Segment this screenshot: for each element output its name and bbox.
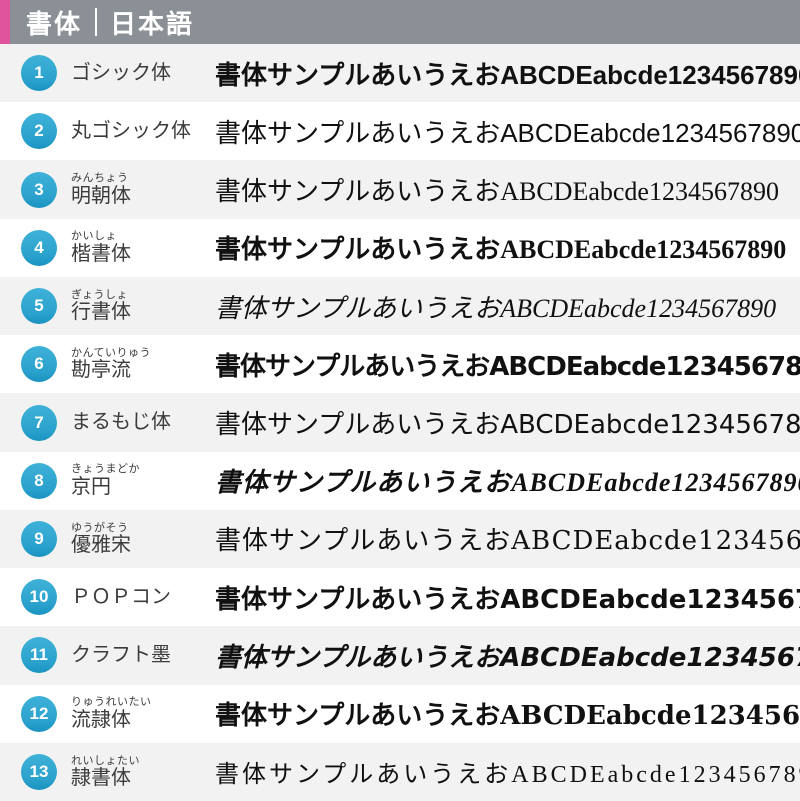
font-name-block: れいしょたい 隷書体 — [71, 755, 215, 790]
font-sample-text: 書体サンプルあいうえおABCDEabcde1234567890 — [215, 293, 777, 323]
font-row: 12 りゅうれいたい 流隷体 書体サンプルあいうえおABCDEabcde1234… — [0, 684, 800, 743]
row-number: 8 — [34, 470, 44, 490]
font-row: 6 かんていりゅう 勘亭流 書体サンプルあいうえおABCDEabcde12345… — [0, 335, 800, 394]
font-row: 10 ＰＯＰコン 書体サンプルあいうえおABCDEabcde1234567890 — [0, 568, 800, 627]
furigana-label: れいしょたい — [71, 754, 140, 767]
font-sample-text: 書体サンプルあいうえおABCDEabcde1234567890 — [215, 410, 800, 441]
row-number: 3 — [34, 179, 44, 199]
font-row: 8 きょうまどか 京円 書体サンプルあいうえおABCDEabcde1234567… — [0, 451, 800, 510]
font-sample-text: 書体サンプルあいうえおABCDEabcde1234567890 — [215, 59, 800, 90]
font-sample-text: 書体サンプルあいうえおABCDEabcde1234567890 — [215, 762, 800, 789]
row-number-badge: 12 — [21, 695, 57, 732]
font-row: 5 ぎょうしょ 行書体 書体サンプルあいうえおABCDEabcde1234567… — [0, 276, 800, 336]
font-name-label: 丸ゴシック体 — [71, 120, 191, 143]
font-row: 4 かいしょ 楷書体 書体サンプルあいうえおABCDEabcde12345678… — [0, 218, 800, 277]
furigana-label: りゅうれいたい — [71, 696, 152, 709]
font-row: 9 ゆうがそう 優雅宋 書体サンプルあいうえおABCDEabcde1234567… — [0, 509, 800, 569]
row-number: 11 — [30, 645, 48, 665]
row-number-badge: 9 — [21, 520, 57, 557]
font-sample-text: 書体サンプルあいうえおABCDEabcde1234567890 — [215, 177, 779, 207]
header: 書体 日本語 — [0, 0, 800, 44]
font-name-label: 隷書体 — [71, 766, 131, 789]
font-name-label: 優雅宋 — [71, 533, 131, 556]
row-number: 10 — [29, 587, 49, 607]
font-sample-text: 書体サンプルあいうえおABCDEabcde1234567890 — [215, 351, 800, 382]
font-row: 3 みんちょう 明朝体 書体サンプルあいうえおABCDEabcde1234567… — [0, 160, 800, 219]
row-number: 2 — [34, 121, 44, 141]
font-name-block: きょうまどか 京円 — [71, 463, 215, 498]
font-name-block: クラフト墨 — [71, 644, 215, 666]
font-name-label: 京円 — [71, 475, 111, 498]
furigana-label: かんていりゅう — [71, 346, 151, 359]
furigana-label: かいしょ — [71, 230, 117, 243]
font-sample-text: 書体サンプルあいうえおABCDEabcde1234567890 — [215, 701, 800, 732]
font-sample-text: 書体サンプルあいうえおABCDEabcde1234567890 — [215, 235, 787, 265]
font-list: 1 ゴシック体 書体サンプルあいうえおABCDEabcde1234567890 … — [0, 44, 800, 801]
row-number: 12 — [29, 703, 49, 723]
furigana-label: みんちょう — [71, 172, 129, 185]
font-row: 13 れいしょたい 隷書体 書体サンプルあいうえおABCDEabcde12345… — [0, 742, 800, 801]
row-number: 7 — [34, 412, 44, 432]
font-name-label: まるもじ体 — [71, 411, 171, 434]
row-number-badge: 1 — [21, 55, 57, 92]
font-name-label: 勘亭流 — [71, 359, 131, 382]
font-sample-text: 書体サンプルあいうえおABCDEabcde1234567890 — [215, 584, 800, 615]
font-name-block: ゴシック体 — [71, 62, 215, 84]
row-number-badge: 11 — [21, 637, 57, 674]
font-name-block: ぎょうしょ 行書体 — [71, 289, 215, 324]
font-name-label: ＰＯＰコン — [71, 586, 171, 609]
font-name-label: 楷書体 — [71, 242, 131, 265]
row-number-badge: 6 — [21, 346, 57, 383]
row-number-badge: 8 — [21, 462, 57, 499]
page-title: 書体 日本語 — [26, 4, 194, 41]
font-name-block: ＰＯＰコン — [71, 586, 215, 608]
font-row: 11 クラフト墨 書体サンプルあいうえおABCDEabcde1234567890 — [0, 626, 800, 685]
page-title-right: 日本語 — [110, 8, 195, 39]
font-name-block: かんていりゅう 勘亭流 — [71, 347, 215, 382]
row-number-badge: 13 — [21, 753, 57, 790]
page-title-left: 書体 — [26, 8, 83, 39]
font-name-block: まるもじ体 — [71, 411, 215, 433]
row-number-badge: 4 — [21, 229, 57, 266]
accent-stripe — [0, 0, 10, 44]
font-sample-text: 書体サンプルあいうえおABCDEabcde1234567890 — [215, 526, 800, 557]
furigana-label: ゆうがそう — [71, 521, 129, 534]
font-name-label: 流隷体 — [71, 708, 131, 731]
row-number: 1 — [34, 63, 44, 83]
font-name-label: ゴシック体 — [71, 61, 171, 84]
font-row: 2 丸ゴシック体 書体サンプルあいうえおABCDEabcde1234567890 — [0, 102, 800, 161]
font-name-label: 明朝体 — [71, 184, 131, 207]
row-number: 13 — [29, 761, 49, 781]
row-number: 6 — [34, 354, 44, 374]
font-name-block: ゆうがそう 優雅宋 — [71, 522, 215, 557]
row-number: 4 — [34, 237, 44, 257]
row-number-badge: 7 — [21, 404, 57, 441]
title-separator-bar — [95, 8, 98, 36]
font-name-block: りゅうれいたい 流隷体 — [71, 696, 215, 731]
font-name-block: 丸ゴシック体 — [71, 120, 215, 142]
font-row: 1 ゴシック体 書体サンプルあいうえおABCDEabcde1234567890 — [0, 44, 800, 103]
row-number-badge: 3 — [21, 171, 57, 208]
font-sample-text: 書体サンプルあいうえおABCDEabcde1234567890 — [215, 468, 800, 498]
font-name-block: みんちょう 明朝体 — [71, 172, 215, 207]
font-name-block: かいしょ 楷書体 — [71, 230, 215, 265]
font-name-label: クラフト墨 — [71, 644, 171, 667]
row-number-badge: 2 — [21, 113, 57, 150]
row-number-badge: 10 — [21, 579, 57, 616]
furigana-label: きょうまどか — [71, 463, 140, 476]
row-number-badge: 5 — [21, 288, 57, 325]
font-row: 7 まるもじ体 書体サンプルあいうえおABCDEabcde1234567890 — [0, 393, 800, 452]
font-sample-text: 書体サンプルあいうえおABCDEabcde1234567890 — [215, 117, 800, 148]
furigana-label: ぎょうしょ — [71, 288, 128, 301]
row-number: 9 — [34, 528, 44, 548]
font-name-label: 行書体 — [71, 301, 131, 324]
font-sample-text: 書体サンプルあいうえおABCDEabcde1234567890 — [215, 642, 800, 673]
row-number: 5 — [34, 296, 44, 316]
